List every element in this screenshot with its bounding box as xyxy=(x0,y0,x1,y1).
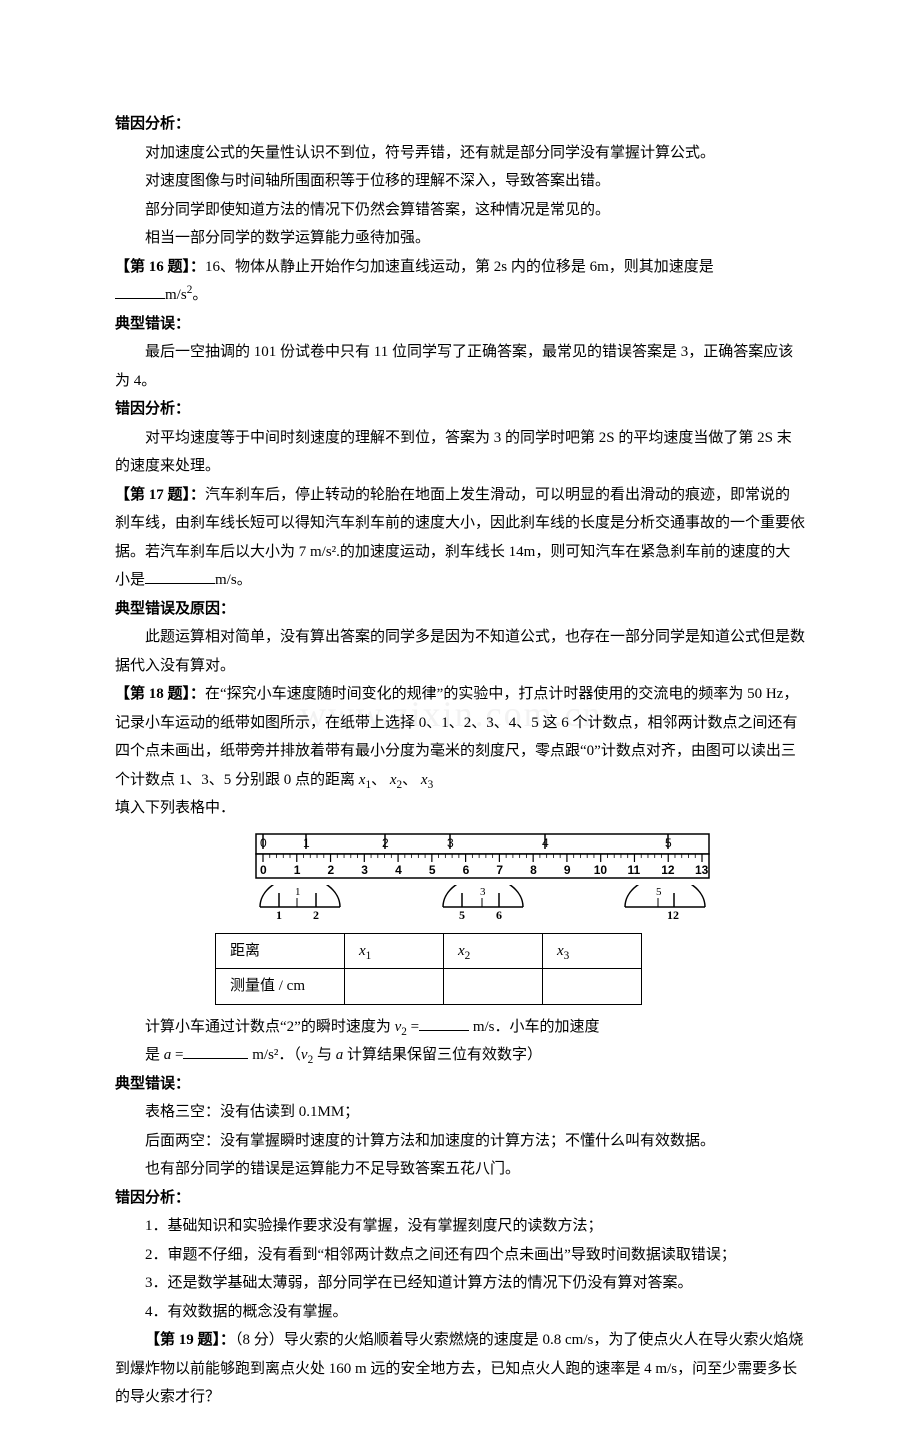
q19-title: 【第 19 题】： xyxy=(145,1332,235,1348)
svg-text:0: 0 xyxy=(260,836,267,850)
q16-err-h: 典型错误： xyxy=(115,310,805,339)
q17-unit: m/s。 xyxy=(215,572,252,588)
cell-v1 xyxy=(345,969,444,1005)
svg-text:0: 0 xyxy=(260,863,267,877)
svg-text:5: 5 xyxy=(459,908,465,922)
svg-text:7: 7 xyxy=(496,863,503,877)
table-row: 测量值 / cm xyxy=(216,969,642,1005)
q18-body2: 填入下列表格中． xyxy=(115,794,805,823)
svg-text:3: 3 xyxy=(447,836,454,850)
svg-text:6: 6 xyxy=(496,908,502,922)
q18-sep1: 、 xyxy=(371,772,390,788)
q16-line2: m/s2。 xyxy=(115,281,805,310)
svg-text:1: 1 xyxy=(295,886,301,898)
q16-title: 【第 16 题】： xyxy=(115,259,205,275)
q18-cause-l1: 1．基础知识和实验操作要求没有掌握，没有掌握刻度尺的读数方法； xyxy=(115,1212,805,1241)
cell-x3: x3 xyxy=(543,933,642,969)
cell-x2: x2 xyxy=(444,933,543,969)
sec1-l4: 相当一部分同学的数学运算能力亟待加强。 xyxy=(115,224,805,253)
q17-blank xyxy=(145,568,215,584)
magnifier-3: 5 12 xyxy=(620,885,710,925)
svg-text:1: 1 xyxy=(303,836,310,850)
cell-x1: x1 xyxy=(345,933,444,969)
svg-text:8: 8 xyxy=(530,863,537,877)
svg-text:4: 4 xyxy=(542,836,549,850)
q18-err-l3: 也有部分同学的错误是运算能力不足导致答案五花八门。 xyxy=(115,1155,805,1184)
page-content: 错因分析： 对加速度公式的矢量性认识不到位，符号弄错，还有就是部分同学没有掌握计… xyxy=(115,110,805,1412)
svg-text:3: 3 xyxy=(361,863,368,877)
q17-title: 【第 17 题】： xyxy=(115,487,205,503)
svg-text:9: 9 xyxy=(564,863,571,877)
svg-text:4: 4 xyxy=(395,863,402,877)
q18-x2: x xyxy=(390,772,397,788)
measurement-table: 距离 x1 x2 x3 测量值 / cm xyxy=(215,933,642,1005)
q18-line: 【第 18 题】：在“探究小车速度随时间变化的规律”的实验中，打点计时器使用的交… xyxy=(115,680,805,794)
svg-text:2: 2 xyxy=(382,836,389,850)
q16-err-l1: 最后一空抽调的 101 份试卷中只有 11 位同学写了正确答案，最常见的错误答案… xyxy=(115,338,805,395)
q18-err-l1: 表格三空：没有估读到 0.1MM； xyxy=(115,1098,805,1127)
a-blank xyxy=(183,1043,248,1059)
svg-text:12: 12 xyxy=(667,908,679,922)
svg-text:5: 5 xyxy=(429,863,436,877)
svg-text:10: 10 xyxy=(594,863,608,877)
q18-x3: x xyxy=(421,772,428,788)
svg-text:5: 5 xyxy=(665,836,672,850)
cell-v2 xyxy=(444,969,543,1005)
cell-distance: 距离 xyxy=(216,933,345,969)
q16-cause-l1: 对平均速度等于中间时刻速度的理解不到位，答案为 3 的同学时吧第 2S 的平均速… xyxy=(115,424,805,481)
q19-line: 【第 19 题】：（8 分）导火索的火焰顺着导火索燃烧的速度是 0.8 cm/s… xyxy=(115,1326,805,1412)
sec1-l2: 对速度图像与时间轴所围面积等于位移的理解不深入，导致答案出错。 xyxy=(115,167,805,196)
q18-body1: 在“探究小车速度随时间变化的规律”的实验中，打点计时器使用的交流电的频率为 50… xyxy=(115,686,798,788)
svg-text:3: 3 xyxy=(480,886,486,898)
svg-text:1: 1 xyxy=(276,908,282,922)
q18-cause-l2: 2．审题不仔细，没有看到“相邻两计数点之间还有四个点未画出”导致时间数据读取错误… xyxy=(115,1241,805,1270)
q17-err-l1: 此题运算相对简单，没有算出答案的同学多是因为不知道公式，也存在一部分同学是知道公… xyxy=(115,623,805,680)
q18-cause-h: 错因分析： xyxy=(115,1184,805,1213)
magnifier-1: 1 1 2 xyxy=(255,885,345,925)
svg-text:2: 2 xyxy=(313,908,319,922)
ruler-figure: 0 1 2 3 4 5 012345678910111213 1 1 2 xyxy=(255,833,710,925)
q17-line: 【第 17 题】：汽车刹车后，停止转动的轮胎在地面上发生滑动，可以明显的看出滑动… xyxy=(115,481,805,595)
q18-calc2: 是 a = m/s²．（v2 与 a 计算结果保留三位有效数字） xyxy=(115,1041,805,1070)
svg-text:6: 6 xyxy=(463,863,470,877)
q17-err-h: 典型错误及原因： xyxy=(115,595,805,624)
q18-cause-l3: 3．还是数学基础太薄弱，部分同学在已经知道计算方法的情况下仍没有算对答案。 xyxy=(115,1269,805,1298)
q16-line: 【第 16 题】：16、物体从静止开始作匀加速直线运动，第 2s 内的位移是 6… xyxy=(115,253,805,282)
q16-period: 。 xyxy=(192,287,207,303)
q18-x3s: 3 xyxy=(428,779,434,791)
magnifier-2: 3 5 6 xyxy=(438,885,528,925)
q16-cause-h: 错因分析： xyxy=(115,395,805,424)
q18-title: 【第 18 题】： xyxy=(115,686,205,702)
q16-unit: m/s xyxy=(165,287,187,303)
q16-body-a: 16、物体从静止开始作匀加速直线运动，第 2s 内的位移是 6m，则其加速度是 xyxy=(205,259,714,275)
svg-text:11: 11 xyxy=(627,863,640,877)
sec1-heading: 错因分析： xyxy=(115,110,805,139)
v2-blank xyxy=(419,1015,469,1031)
q18-err-l2: 后面两空：没有掌握瞬时速度的计算方法和加速度的计算方法；不懂什么叫有效数据。 xyxy=(115,1127,805,1156)
magnifiers: 1 1 2 3 5 6 5 12 xyxy=(255,885,710,925)
svg-text:1: 1 xyxy=(294,863,301,877)
svg-text:5: 5 xyxy=(656,886,662,898)
svg-text:2: 2 xyxy=(328,863,335,877)
cell-v3 xyxy=(543,969,642,1005)
svg-text:13: 13 xyxy=(695,863,709,877)
cell-measure: 测量值 / cm xyxy=(216,969,345,1005)
q16-blank xyxy=(115,283,165,299)
sec1-l1: 对加速度公式的矢量性认识不到位，符号弄错，还有就是部分同学没有掌握计算公式。 xyxy=(115,139,805,168)
svg-text:12: 12 xyxy=(661,863,675,877)
sec1-l3: 部分同学即使知道方法的情况下仍然会算错答案，这种情况是常见的。 xyxy=(115,196,805,225)
q18-err-h: 典型错误： xyxy=(115,1070,805,1099)
table-row: 距离 x1 x2 x3 xyxy=(216,933,642,969)
q18-calc1: 计算小车通过计数点“2”的瞬时速度为 v2 = m/s．小车的加速度 xyxy=(115,1013,805,1042)
q18-sep2: 、 xyxy=(402,772,417,788)
ruler-svg: 0 1 2 3 4 5 012345678910111213 xyxy=(255,833,710,879)
